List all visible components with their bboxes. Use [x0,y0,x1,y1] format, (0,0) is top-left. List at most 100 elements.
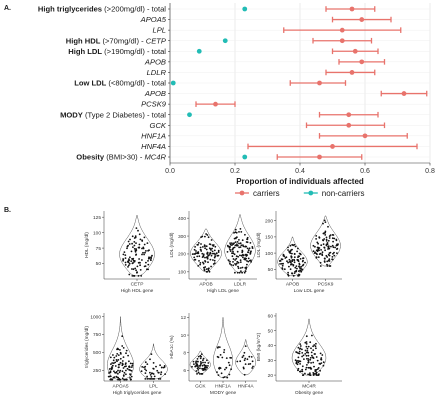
violin-4-APOA5-point [116,347,119,350]
violin-5-HNF1A-point [229,356,232,359]
violin-3-PCSK9-point [320,244,323,247]
violin-4-APOA5-point [122,367,125,369]
violin-2-LDLR-point [244,245,247,248]
forest-row-label-14-part-1: (BMI>30) - [104,153,144,162]
violin-3-PCSK9-point [323,219,326,222]
violin-5-GCK-point [205,366,208,369]
violin-3-PCSK9-point [323,238,326,240]
violin-3-APOB-point [282,254,285,257]
violin-6-MC4R-point [322,364,325,367]
forest-row-7-non-carriers-point [170,80,176,86]
violin-6-MC4R-point [312,345,314,348]
violin-1-CETP-point [147,260,149,262]
violin-6-MC4R-point [297,346,300,349]
violin-2-LDLR-point [246,263,248,266]
violin-2-APOB-point [199,262,202,264]
violin-4-LPL-point [150,353,153,355]
violin-2-APOB-shape [190,228,222,273]
violin-3-APOB-point [297,274,299,277]
violin-1-CETP-point [143,236,146,239]
violin-2-LDLR-point [241,239,244,242]
violin-6-y-axis-title: BMI (kg/m^2) [256,332,262,361]
violin-6-MC4R-point [315,347,317,350]
violin-4-LPL-point [149,371,151,374]
violin-4-APOA5-point [113,370,115,373]
violin-4-APOA5-point [121,360,124,362]
violin-2-LDLR-point [246,238,249,241]
violin-2-LDLR-point [232,252,235,255]
violin-4-APOA5-point [109,378,112,381]
forest-row-label-4: High LDL (>190mg/dl) - total [68,47,166,56]
forest-row-14-extra-carriers-point [317,154,322,160]
forest-row-label-14-part-2: MC4R [144,153,166,162]
violin-1-CETP-point [123,251,126,254]
violin-2-LDLR-point [247,257,250,260]
violin-5-GCK-point [199,364,202,367]
forest-row-label-1-part-0: APOA5 [140,15,167,24]
violin-1-CETP-point [124,261,127,264]
violin-5-HNF1A-point [220,372,223,375]
violin-3-PCSK9-point [318,253,321,256]
violin-3-PCSK9-point [327,239,330,242]
violin-5-GCK-point [196,358,199,360]
forest-row-2-carriers-point [339,27,345,33]
violin-5-GCK-point [201,373,204,375]
violin-4-APOA5-point [125,352,127,355]
violin-3-PCSK9-point [315,238,317,240]
forest-row-label-14: Obesity (BMI>30) - MC4R [76,153,166,162]
violin-2-LDLR-point [231,255,234,258]
violin-3-group-label-APOB: APOB [286,282,299,288]
violin-2-LDLR-point [240,231,243,233]
violin-4-APOA5-point [110,366,113,368]
violin-2-LDLR-point [242,254,245,257]
violin-3-PCSK9-point [325,238,328,241]
violin-2-LDLR-point [251,247,254,250]
violin-2-LDLR-point [247,251,249,254]
violin-1-group-label-CETP: CETP [131,282,144,288]
violin-5-GCK-point [201,364,204,367]
violin-5-HNF1A-point [223,376,226,378]
violin-6-MC4R-point [295,361,298,364]
violin-3-APOB-point [296,258,299,261]
forest-row-4-non-carriers-point [196,48,202,54]
violin-4-APOA5-point [115,371,118,373]
violin-5-GCK-point [202,359,204,362]
forest-row-label-11: GCK [150,121,167,130]
violin-5-HNF1A-point [227,361,230,364]
violin-2-LDLR-point [243,271,246,274]
violin-6-MC4R-point [305,366,308,369]
violin-1-CETP-point [127,258,130,260]
violin-2-LDLR-point [231,252,233,255]
violin-4-LPL-point [144,378,147,380]
violin-3-APOB-point [289,244,292,247]
forest-row-6-carriers-point [349,70,355,75]
violin-4-APOA5-point [111,364,114,367]
violin-2-LDLR-point [230,264,233,266]
violin-6-MC4R-point [297,367,300,370]
violin-2-APOB-point [216,254,219,257]
violin-1-CETP-point [151,254,153,257]
violin-4-LPL-point [149,374,152,376]
violin-5-HNF1A-point [219,354,222,356]
violin-5-group-label-HNF1A: HNF1A [215,384,232,390]
violin-5-GCK-point [197,369,200,371]
violin-2-APOB-point [193,256,196,259]
violin-2-LDLR-point [239,254,241,257]
violin-4-APOA5-point [129,373,132,376]
violin-2-LDLR-point [234,228,237,231]
violin-1-ytick-label-3: 125 [93,215,101,221]
violin-5-HNF4A-point [249,363,252,365]
violin-3-APOB-point [293,272,296,274]
violin-2-LDLR-point [237,265,239,268]
violin-4-LPL-point [149,358,151,361]
violin-4-LPL-point [157,371,160,374]
violin-2-APOB-point [217,251,220,254]
violin-3-APOB-point [288,258,291,261]
violin-2-APOB-point [213,262,216,264]
forest-x-axis-title: Proportion of individuals affected [236,177,364,186]
violin-1-CETP-point [139,264,142,267]
violin-2-LDLR-point [235,257,238,260]
violin-2-LDLR-point [229,248,231,251]
violin-4-APOA5-point [119,361,122,364]
violin-3-PCSK9-point [327,259,330,262]
